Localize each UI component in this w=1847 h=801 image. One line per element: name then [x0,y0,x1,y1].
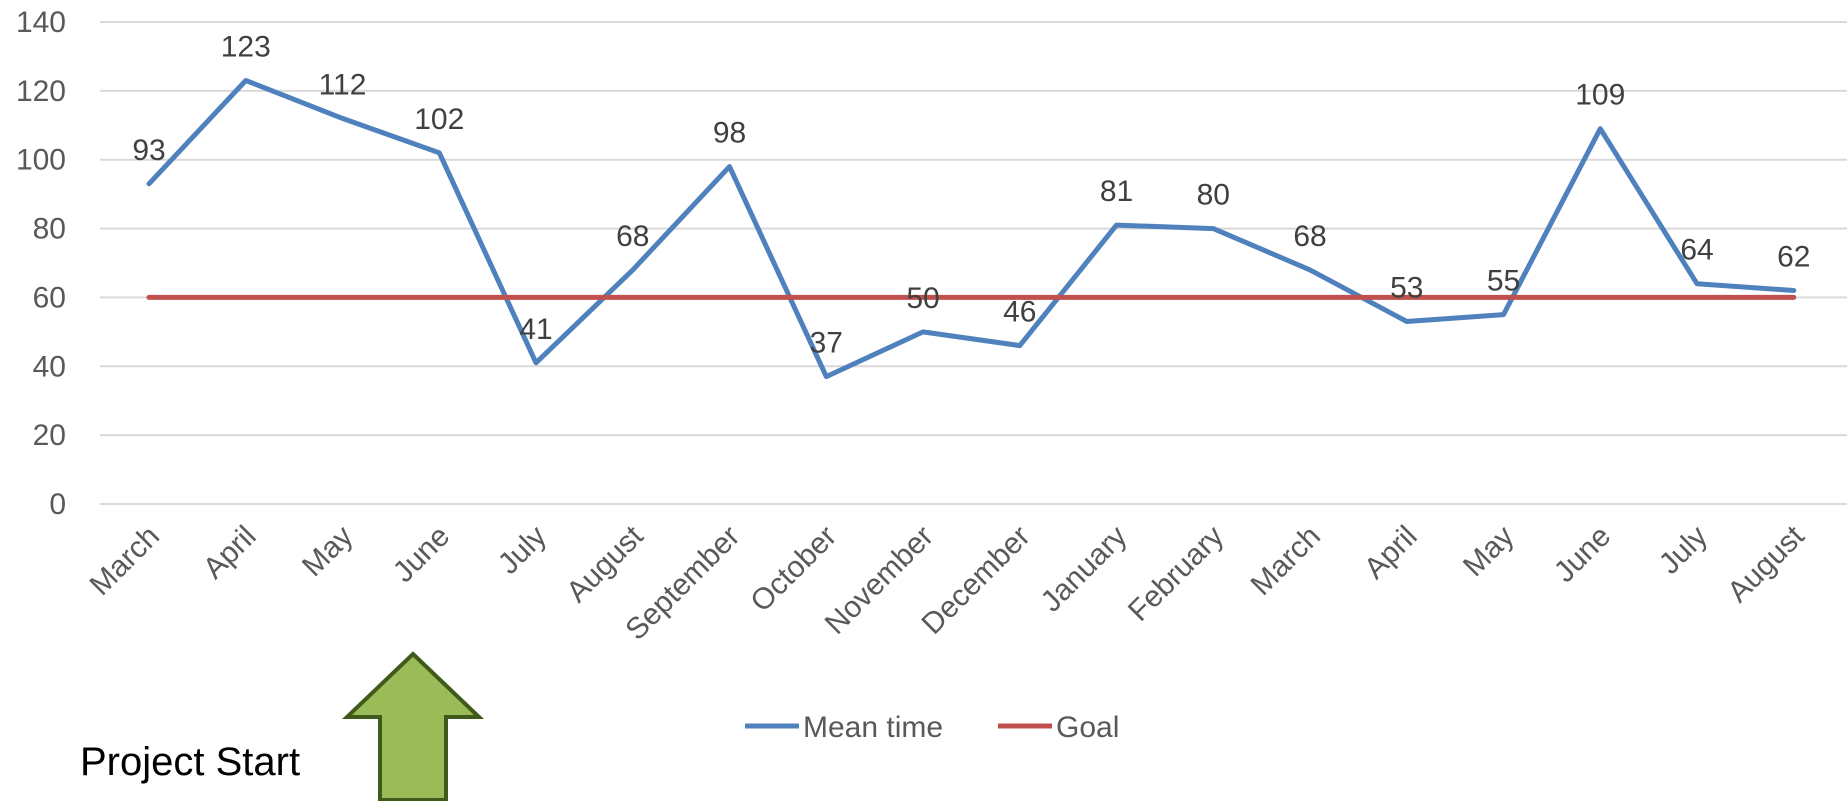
data-label: 64 [1680,234,1713,267]
project-start-annotation: Project Start [80,651,484,801]
data-label: 98 [713,117,746,150]
data-label: 41 [519,313,552,346]
x-tick-label: August [1721,519,1811,609]
y-tick-label: 0 [49,488,66,521]
x-tick-label: May [296,520,359,583]
data-label: 46 [1003,296,1036,329]
data-label: 102 [414,103,464,136]
x-tick-label: May [1457,520,1520,583]
data-label: 53 [1390,272,1423,305]
y-axis-ticks: 0 20 40 60 80 100 120 140 [16,6,66,521]
x-tick-label: July [1653,520,1714,581]
x-tick-label: October [744,520,843,619]
data-label: 93 [132,134,165,167]
y-tick-label: 80 [33,213,66,246]
data-label: 50 [906,282,939,315]
data-label: 68 [1293,220,1326,253]
series-lines [146,78,1797,380]
x-tick-label: April [1358,520,1424,586]
x-tick-label: January [1035,520,1134,619]
x-tick-label: February [1122,520,1230,628]
series-line-mean-time [146,78,1797,380]
x-tick-label: August [560,519,650,609]
y-tick-label: 120 [16,75,66,108]
legend: Mean time Goal [745,711,1119,744]
data-labels: 93 123 112 102 41 68 98 37 50 46 81 80 68 53 55 109 64 62 [132,31,1810,360]
data-label: 80 [1197,179,1230,212]
data-label: 55 [1487,265,1520,298]
data-label: 62 [1777,241,1810,274]
project-start-label: Project Start [80,740,300,784]
legend-label-mean-time: Mean time [803,711,943,744]
x-axis-ticks: March April May June July AugustSeptemberOcto… [84,519,1811,647]
data-label: 81 [1100,175,1133,208]
up-arrow-icon [342,651,484,801]
legend-label-goal: Goal [1056,711,1119,744]
data-label: 68 [616,220,649,253]
y-tick-label: 20 [33,419,66,452]
y-tick-label: 60 [33,281,66,314]
x-tick-label: March [1245,520,1327,602]
x-tick-label: July [492,520,553,581]
x-tick-label: June [1548,520,1617,589]
data-label: 123 [221,31,271,64]
y-tick-label: 40 [33,350,66,383]
data-label: 112 [319,68,367,101]
y-tick-label: 100 [16,144,66,177]
data-label: 109 [1575,79,1625,112]
x-tick-label: April [197,520,263,586]
y-tick-label: 140 [16,6,66,39]
x-tick-label: March [84,520,166,602]
data-label: 37 [810,327,843,360]
x-tick-label: June [387,520,456,589]
